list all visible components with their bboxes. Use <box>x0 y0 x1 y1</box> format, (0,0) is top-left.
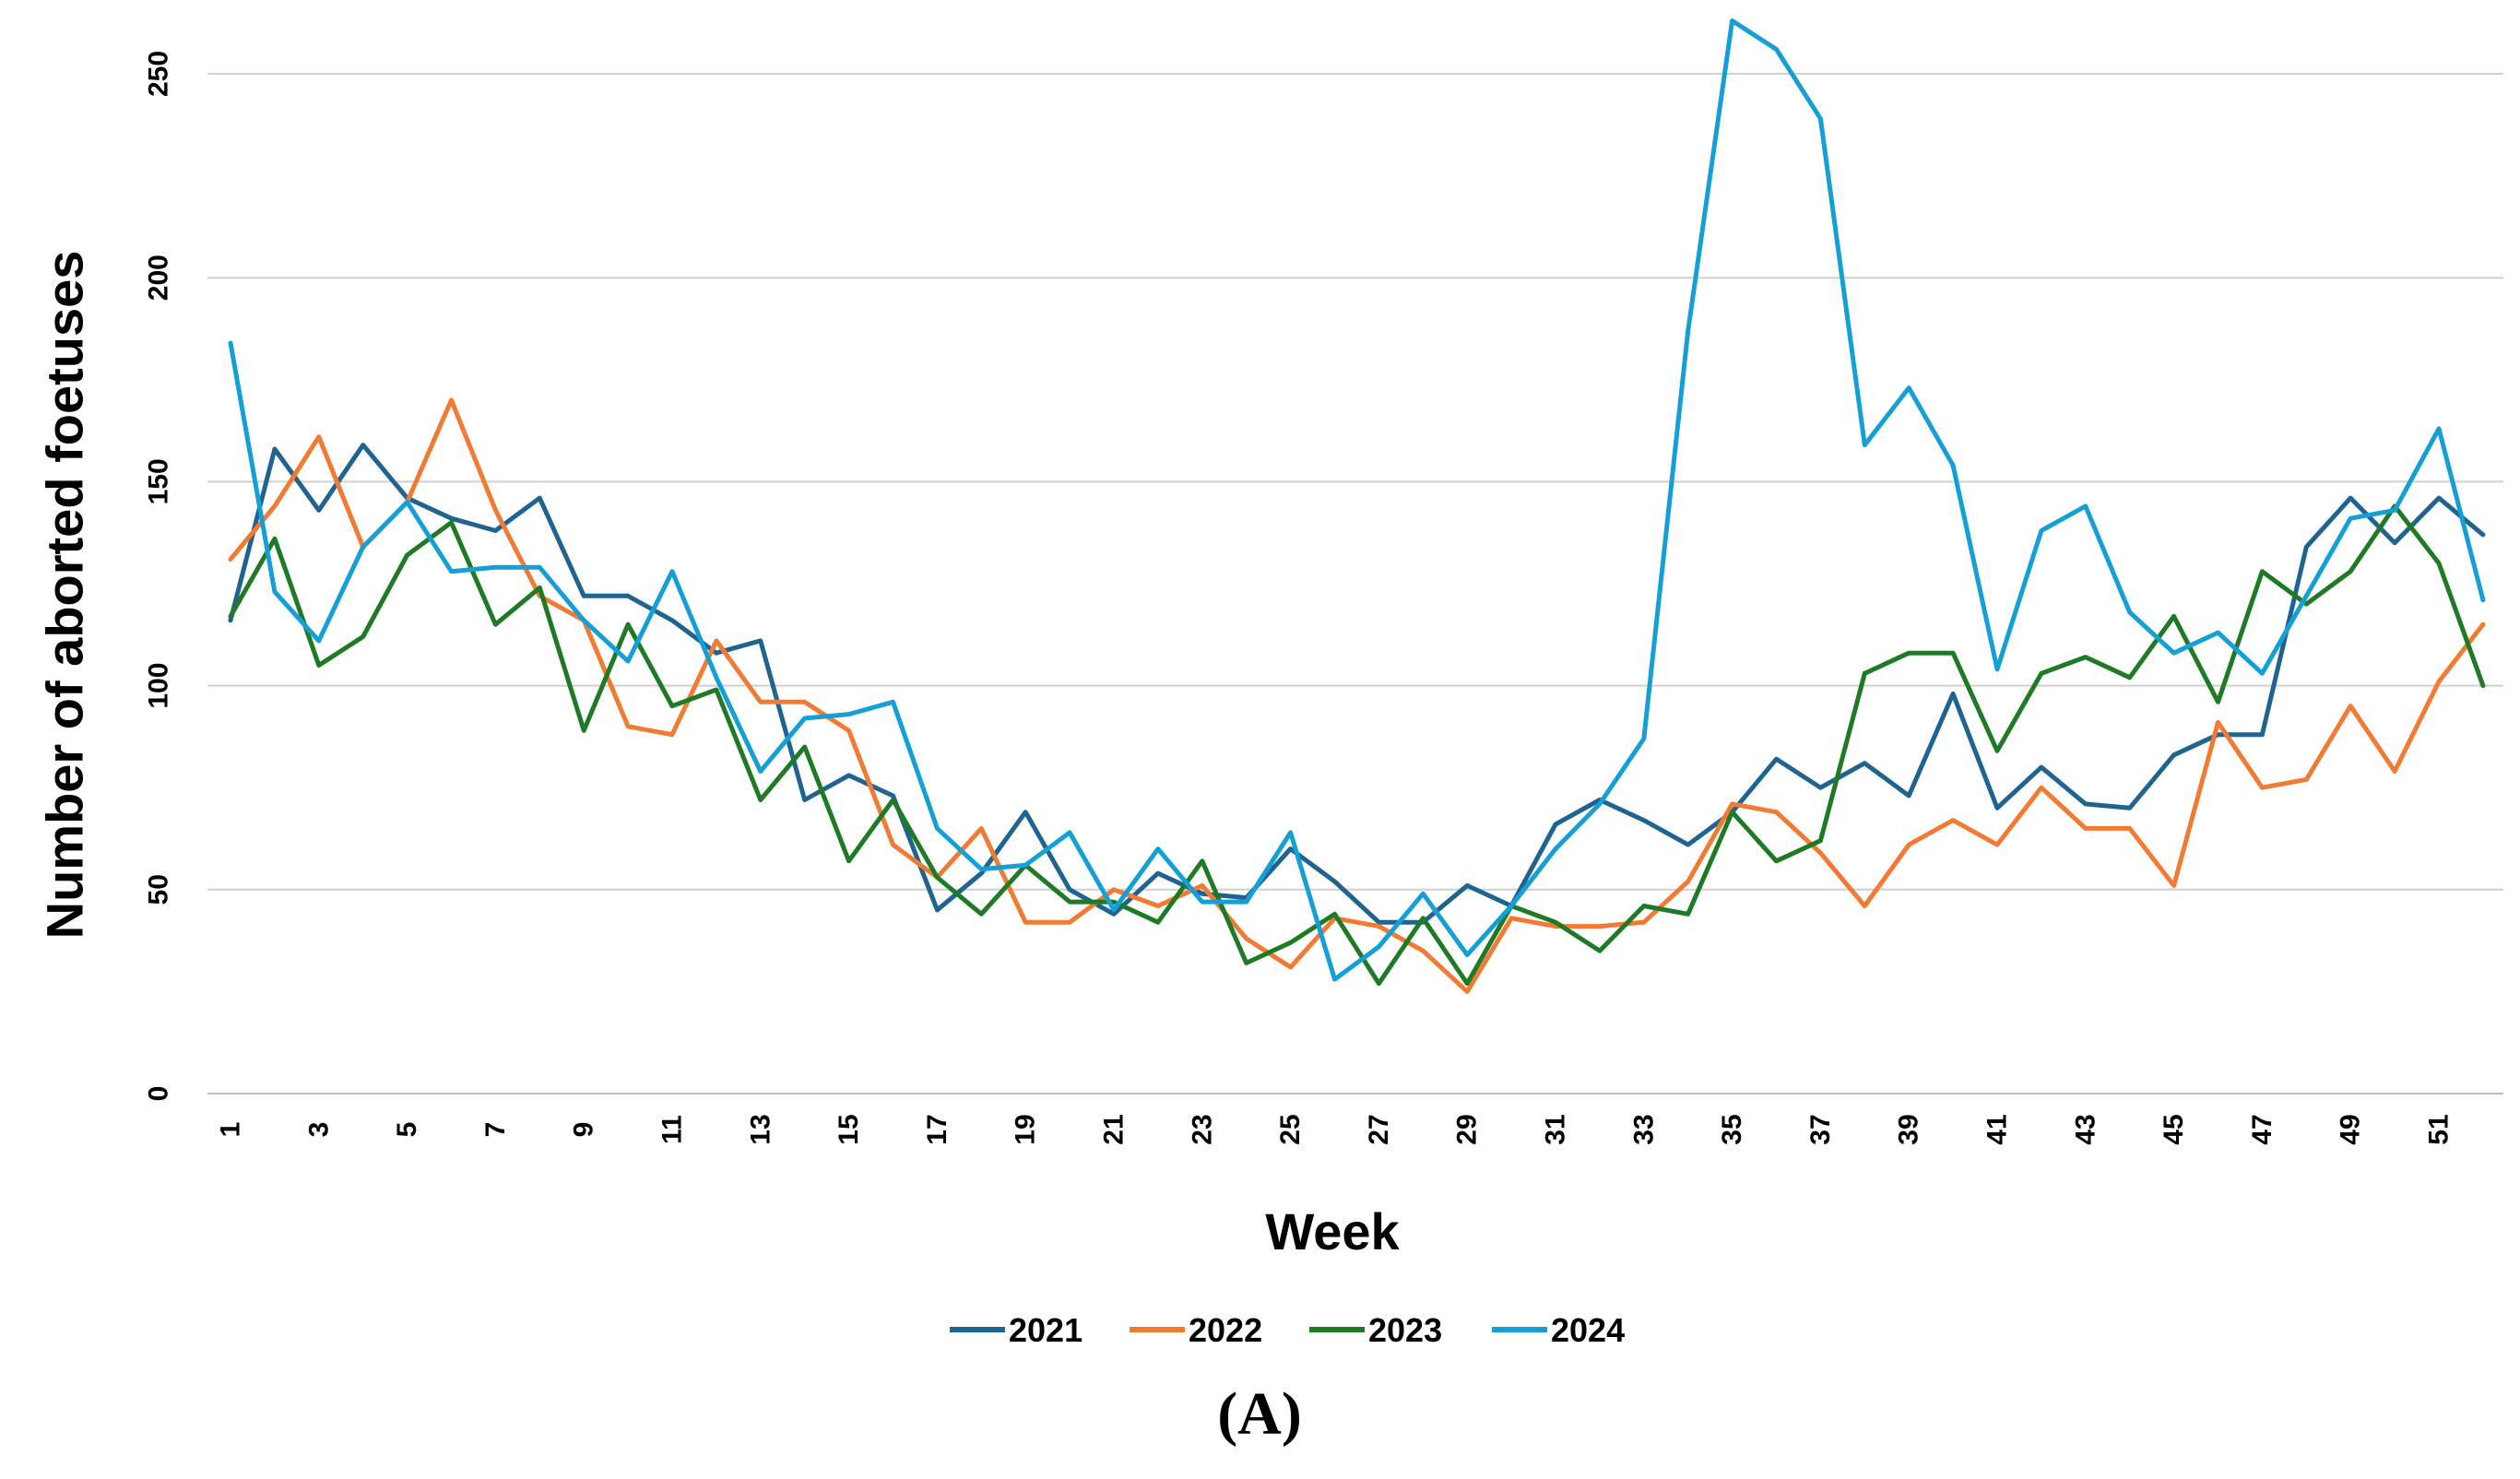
x-tick-label: 33 <box>1628 1114 1659 1144</box>
x-tick-label: 41 <box>1982 1114 2013 1144</box>
series-line-2024 <box>228 18 2486 982</box>
legend-item-2024: 2024 <box>1492 1311 1625 1349</box>
x-tick-label: 31 <box>1541 1114 1571 1144</box>
x-tick-label: 45 <box>2159 1114 2189 1144</box>
x-axis-title: Week <box>1265 1202 1400 1260</box>
x-tick-label: 17 <box>922 1114 952 1144</box>
x-tick-label: 39 <box>1894 1114 1924 1144</box>
x-tick-label: 29 <box>1452 1114 1483 1144</box>
x-tick-label: 25 <box>1275 1114 1306 1144</box>
x-tick-label: 1 <box>216 1122 246 1138</box>
x-tick-label: 21 <box>1099 1114 1130 1144</box>
x-tick-label: 37 <box>1805 1114 1836 1144</box>
legend-label: 2021 <box>1009 1311 1083 1349</box>
y-tick-label: 200 <box>144 254 174 301</box>
legend: 2021 2022 2023 2024 <box>950 1311 1625 1349</box>
x-tick-label: 9 <box>569 1122 599 1138</box>
legend-item-2022: 2022 <box>1130 1311 1262 1349</box>
legend-label: 2023 <box>1368 1311 1442 1349</box>
x-axis-ticks: 1 3 5 7 9 11 13 15 17 19 21 23 25 27 29 31 33 35 37 39 41 43 4… <box>216 1114 2455 1144</box>
y-tick-label: 150 <box>144 458 174 504</box>
gridlines <box>207 73 2503 891</box>
y-tick-label: 50 <box>144 874 174 905</box>
x-tick-label: 15 <box>834 1114 864 1144</box>
x-tick-label: 23 <box>1187 1114 1217 1144</box>
x-tick-label: 27 <box>1364 1114 1394 1144</box>
x-tick-label: 43 <box>2070 1114 2100 1144</box>
x-tick-label: 35 <box>1717 1114 1747 1144</box>
series-line-2023 <box>228 503 2486 987</box>
panel-label: (A) <box>1217 1380 1302 1448</box>
x-tick-label: 49 <box>2336 1114 2366 1144</box>
y-axis-ticks: 0 50 100 150 200 250 <box>144 51 174 1101</box>
legend-item-2023: 2023 <box>1309 1311 1442 1349</box>
legend-item-2021: 2021 <box>950 1311 1083 1349</box>
y-axis-title: Number of aborted foetuses <box>36 251 94 940</box>
x-tick-label: 19 <box>1011 1114 1041 1144</box>
x-tick-label: 7 <box>480 1122 511 1138</box>
x-tick-label: 11 <box>657 1115 688 1144</box>
x-tick-label: 51 <box>2424 1114 2455 1144</box>
x-tick-label: 47 <box>2247 1114 2277 1144</box>
series-lines <box>228 18 2486 994</box>
x-tick-label: 3 <box>303 1122 334 1138</box>
series-line-2021 <box>228 443 2486 925</box>
y-tick-label: 100 <box>144 663 174 709</box>
legend-label: 2022 <box>1189 1311 1262 1349</box>
legend-label: 2024 <box>1551 1311 1625 1349</box>
x-tick-label: 13 <box>745 1114 775 1144</box>
x-tick-label: 5 <box>392 1122 422 1138</box>
y-tick-label: 250 <box>144 51 174 97</box>
y-tick-label: 0 <box>144 1086 174 1102</box>
